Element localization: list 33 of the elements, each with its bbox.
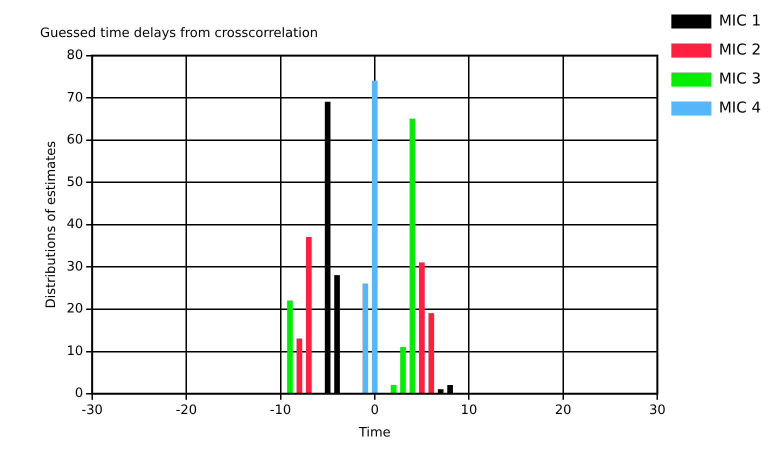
- bar: [372, 80, 378, 394]
- legend-label: MIC 4: [718, 98, 762, 116]
- x-tick-label: 20: [554, 402, 572, 418]
- x-tick-label: 30: [649, 402, 666, 418]
- y-tick-label: 30: [66, 259, 84, 274]
- x-tick-label: -10: [270, 402, 292, 418]
- legend-label: MIC 1: [718, 11, 762, 30]
- y-tick-label: 70: [66, 90, 84, 106]
- x-tick-label: 10: [460, 402, 478, 418]
- y-axis-title: Distributions of estimates: [44, 140, 60, 308]
- x-tick-label: -30: [82, 402, 103, 418]
- y-tick-label: 40: [66, 217, 84, 232]
- bar: [428, 313, 434, 394]
- bar: [419, 262, 425, 394]
- legend-label: MIC 3: [718, 69, 762, 88]
- y-tick-label: 10: [66, 344, 84, 359]
- x-tick-label: 0: [370, 402, 379, 418]
- bar: [362, 284, 368, 394]
- y-tick-label: 50: [66, 174, 84, 190]
- bar: [296, 338, 302, 394]
- bar: [390, 385, 396, 394]
- chart-title: Guessed time delays from crosscorrelation: [40, 26, 318, 42]
- y-tick-label: 80: [66, 48, 84, 63]
- y-tick-label: 60: [66, 132, 84, 148]
- bar: [400, 346, 406, 394]
- x-axis-title: Time: [358, 426, 391, 441]
- legend-label: MIC 2: [718, 40, 762, 58]
- bar: [287, 300, 293, 394]
- x-tick-label: -20: [176, 402, 197, 418]
- y-tick-label: 20: [66, 302, 84, 317]
- bar: [410, 118, 416, 394]
- y-tick-label: 0: [74, 386, 84, 402]
- bar: [306, 237, 312, 394]
